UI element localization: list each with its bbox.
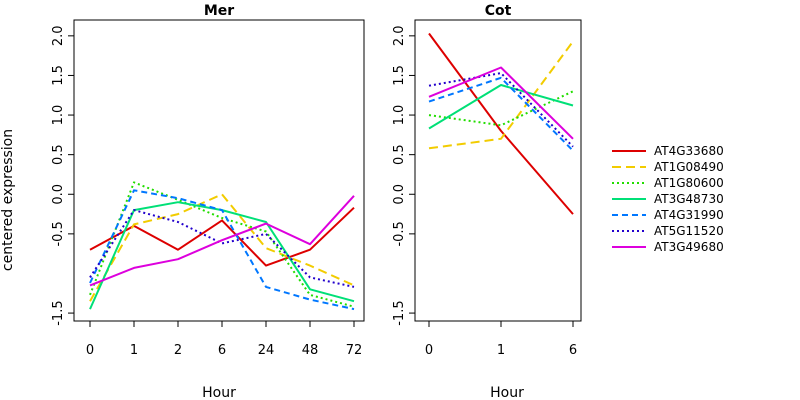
x-tick-label: 72 — [346, 343, 363, 358]
y-tick-label: 0.5 — [51, 144, 66, 165]
x-axis-label: Hour — [490, 385, 524, 400]
x-tick-label: 1 — [497, 343, 505, 358]
y-tick-label: 0.5 — [392, 144, 407, 165]
series-line-at1g08490 — [89, 193, 355, 302]
x-tick-label: 48 — [302, 343, 319, 358]
y-axis-label: centered expression — [0, 129, 16, 271]
series-line-at3g49680 — [89, 195, 355, 287]
series-line-at4g31990 — [428, 76, 574, 152]
y-tick-label: 1.0 — [392, 105, 407, 126]
y-tick-label: -0.5 — [392, 221, 407, 246]
x-tick-label: 6 — [569, 343, 577, 358]
x-tick-label: 1 — [130, 343, 138, 358]
x-tick-label: 0 — [86, 343, 94, 358]
legend: AT4G33680 AT1G08490 AT1G80600 AT3G48730 AT4G… — [612, 144, 724, 254]
series-line-at5g11520 — [428, 72, 574, 148]
panel-title: Cot — [485, 3, 512, 19]
x-tick-label: 24 — [258, 343, 275, 358]
series-line-at4g33680 — [428, 32, 574, 215]
plot-frame — [414, 19, 582, 322]
panel-mer: Mer -1.5 -0.5 0.0 0.5 1.0 1.5 2.0 0 1 2 6 24 48 72 Hour — [51, 3, 365, 400]
y-tick-label: 1.5 — [392, 65, 407, 86]
y-tick-label: 2.0 — [51, 25, 66, 46]
legend-label: AT1G08490 — [654, 160, 724, 174]
y-tick-label: 0.0 — [392, 184, 407, 205]
x-tick-label: 2 — [174, 343, 182, 358]
panel-title: Mer — [204, 3, 234, 19]
y-tick-label: 0.0 — [51, 184, 66, 205]
legend-label: AT4G33680 — [654, 144, 724, 158]
y-tick-label: 1.0 — [51, 105, 66, 126]
series-line-at4g33680 — [89, 206, 355, 267]
x-tick-label: 0 — [425, 343, 433, 358]
legend-label: AT3G49680 — [654, 240, 724, 254]
legend-label: AT3G48730 — [654, 192, 724, 206]
x-tick-label: 6 — [218, 343, 226, 358]
series-line-at3g49680 — [428, 66, 574, 140]
y-tick-label: -1.5 — [392, 300, 407, 325]
x-axis-label: Hour — [202, 385, 236, 400]
panel-cot: Cot -1.5 -0.5 0.0 0.5 1.0 1.5 2.0 0 1 6 Hour — [392, 3, 582, 400]
series-line-at1g08490 — [428, 40, 574, 150]
y-tick-label: 1.5 — [51, 65, 66, 86]
plot-frame — [73, 19, 365, 322]
series-line-at4g31990 — [89, 189, 355, 311]
series-line-at5g11520 — [89, 209, 355, 288]
y-tick-label: -0.5 — [51, 221, 66, 246]
legend-label: AT5G11520 — [654, 224, 724, 238]
y-tick-label: 2.0 — [392, 25, 407, 46]
series-line-at3g48730 — [428, 84, 574, 130]
legend-label: AT4G31990 — [654, 208, 724, 222]
series-line-at1g80600 — [89, 181, 355, 308]
series-line-at1g80600 — [428, 90, 574, 127]
legend-label: AT1G80600 — [654, 176, 724, 190]
y-tick-label: -1.5 — [51, 300, 66, 325]
